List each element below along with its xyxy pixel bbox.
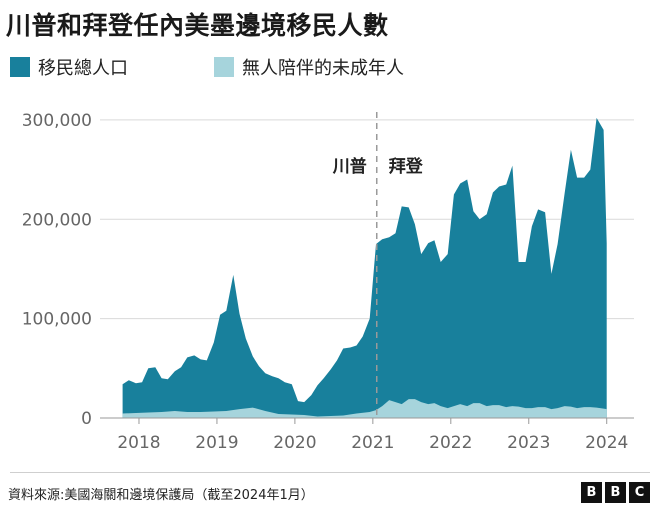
x-tick-label: 2019 — [195, 433, 238, 453]
chart-legend: 移民總人口 無人陪伴的未成年人 — [10, 54, 404, 80]
legend-swatch-total — [10, 57, 30, 77]
footer-divider — [10, 472, 650, 473]
bbc-logo-letter: C — [629, 482, 650, 503]
legend-label-total: 移民總人口 — [38, 58, 128, 79]
x-tick-label: 2022 — [429, 433, 472, 453]
annotation-biden: 拜登 — [389, 156, 424, 177]
y-tick-label: 300,000 — [22, 111, 92, 131]
legend-item-total: 移民總人口 — [10, 54, 128, 80]
series-area-total — [122, 117, 607, 419]
x-tick-label: 2023 — [507, 433, 550, 453]
area-chart: 0 100,000 200,000 300,000 2018 2019 2020 2021 20… — [22, 111, 634, 453]
annotation-trump: 川普 — [332, 156, 367, 177]
bbc-logo-letter: B — [581, 482, 602, 503]
x-tick-label: 2021 — [351, 433, 394, 453]
x-tick-label: 2018 — [117, 433, 160, 453]
x-tick-label: 2020 — [273, 433, 316, 453]
y-tick-label: 0 — [81, 409, 92, 429]
legend-item-minors: 無人陪伴的未成年人 — [214, 54, 404, 80]
series-area-minors — [122, 399, 607, 418]
y-tick-label: 200,000 — [22, 210, 92, 230]
source-note: 資料來源:美國海關和邊境保護局（截至2024年1月） — [8, 488, 314, 503]
bbc-logo: B B C — [581, 482, 650, 503]
chart-title: 川普和拜登任內美墨邊境移民人數 — [6, 11, 389, 40]
legend-label-minors: 無人陪伴的未成年人 — [242, 58, 404, 79]
y-tick-label: 100,000 — [22, 310, 92, 330]
legend-swatch-minors — [214, 57, 234, 77]
bbc-logo-letter: B — [605, 482, 626, 503]
x-tick-label: 2024 — [585, 433, 628, 453]
